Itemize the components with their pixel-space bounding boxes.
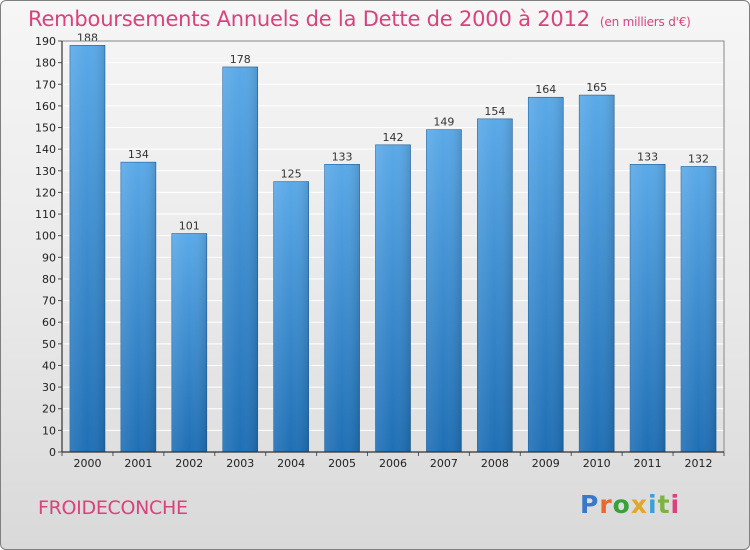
logo-letter: r bbox=[599, 490, 613, 519]
x-tick-label: 2011 bbox=[634, 457, 662, 470]
y-tick-label: 170 bbox=[35, 78, 56, 91]
value-label: 164 bbox=[535, 83, 556, 96]
y-tick-label: 10 bbox=[42, 424, 56, 437]
bar-sheen bbox=[630, 164, 666, 453]
value-label: 178 bbox=[230, 53, 251, 66]
x-tick-label: 2009 bbox=[532, 457, 560, 470]
value-label: 133 bbox=[332, 150, 353, 163]
commune-name: FROIDECONCHE bbox=[38, 497, 188, 519]
x-tick-label: 2003 bbox=[226, 457, 254, 470]
x-tick-label: 2006 bbox=[379, 457, 407, 470]
value-label: 132 bbox=[688, 152, 709, 165]
logo-letter: t bbox=[657, 490, 671, 519]
logo-letter: i bbox=[648, 490, 658, 519]
x-tick-label: 2005 bbox=[328, 457, 356, 470]
y-tick-label: 0 bbox=[49, 446, 56, 459]
value-label: 165 bbox=[586, 81, 607, 94]
bar-sheen bbox=[477, 118, 513, 452]
value-label: 154 bbox=[484, 105, 505, 118]
y-tick-label: 40 bbox=[42, 359, 56, 372]
x-tick-label: 2001 bbox=[124, 457, 152, 470]
value-label: 133 bbox=[637, 150, 658, 163]
y-tick-label: 110 bbox=[35, 208, 56, 221]
y-tick-label: 90 bbox=[42, 251, 56, 264]
bar-sheen bbox=[69, 45, 105, 452]
logo-letter: x bbox=[630, 490, 648, 519]
y-tick-label: 160 bbox=[35, 100, 56, 113]
y-tick-label: 180 bbox=[35, 57, 56, 70]
value-labels: 188 134 101 178 125 133 142 149 154 164 165 133 132 bbox=[77, 31, 709, 232]
value-label: 149 bbox=[433, 116, 454, 129]
x-tick-label: 2007 bbox=[430, 457, 458, 470]
logo-letter: P bbox=[580, 490, 600, 519]
bar-sheen bbox=[426, 129, 462, 453]
y-tick-label: 60 bbox=[42, 316, 56, 329]
y-tick-label: 130 bbox=[35, 165, 56, 178]
proxiti-logo: Proxiti bbox=[580, 490, 680, 519]
bar-sheen bbox=[120, 162, 156, 452]
y-axis: 0 10 20 30 40 50 60 70 80 90 100 110 120 130 140 150 160… bbox=[35, 35, 56, 459]
logo-letter: i bbox=[670, 490, 681, 519]
y-tick-label: 20 bbox=[42, 403, 56, 416]
y-tick-label: 70 bbox=[42, 295, 56, 308]
title-text: Remboursements Annuels de la Dette de 20… bbox=[28, 7, 590, 31]
y-tick-label: 30 bbox=[42, 381, 56, 394]
chart-title: Remboursements Annuels de la Dette de 20… bbox=[28, 7, 691, 31]
x-tick-label: 2000 bbox=[73, 457, 101, 470]
bar-sheen bbox=[273, 181, 309, 452]
bar-sheen bbox=[324, 164, 360, 453]
bar-sheen bbox=[171, 233, 207, 452]
value-label: 134 bbox=[128, 148, 149, 161]
x-tick-label: 2004 bbox=[277, 457, 305, 470]
bar-sheen bbox=[528, 97, 564, 453]
x-tick-label: 2002 bbox=[175, 457, 203, 470]
x-tick-label: 2012 bbox=[685, 457, 713, 470]
bars bbox=[69, 45, 717, 453]
y-tick-label: 120 bbox=[35, 186, 56, 199]
y-tick-label: 100 bbox=[35, 230, 56, 243]
bar-sheen bbox=[222, 66, 258, 453]
bar-sheen bbox=[579, 95, 615, 452]
y-tick-label: 80 bbox=[42, 273, 56, 286]
unit-note: (en milliers d'€) bbox=[599, 15, 691, 29]
y-tick-label: 150 bbox=[35, 122, 56, 135]
y-tick-label: 140 bbox=[35, 143, 56, 156]
y-tick-label: 190 bbox=[35, 35, 56, 48]
bar-sheen bbox=[681, 166, 717, 452]
y-tick-label: 50 bbox=[42, 338, 56, 351]
bar-sheen bbox=[375, 144, 411, 452]
logo-letter: o bbox=[612, 490, 631, 519]
x-tick-label: 2008 bbox=[481, 457, 509, 470]
plot-border bbox=[61, 40, 725, 453]
value-label: 125 bbox=[281, 168, 302, 181]
x-axis: 2000 2001 2002 2003 2004 2005 2006 2007 2008 2009… bbox=[61, 452, 725, 470]
x-tick-label: 2010 bbox=[583, 457, 611, 470]
value-label: 188 bbox=[77, 31, 98, 44]
value-label: 101 bbox=[179, 220, 200, 233]
value-label: 142 bbox=[383, 131, 404, 144]
